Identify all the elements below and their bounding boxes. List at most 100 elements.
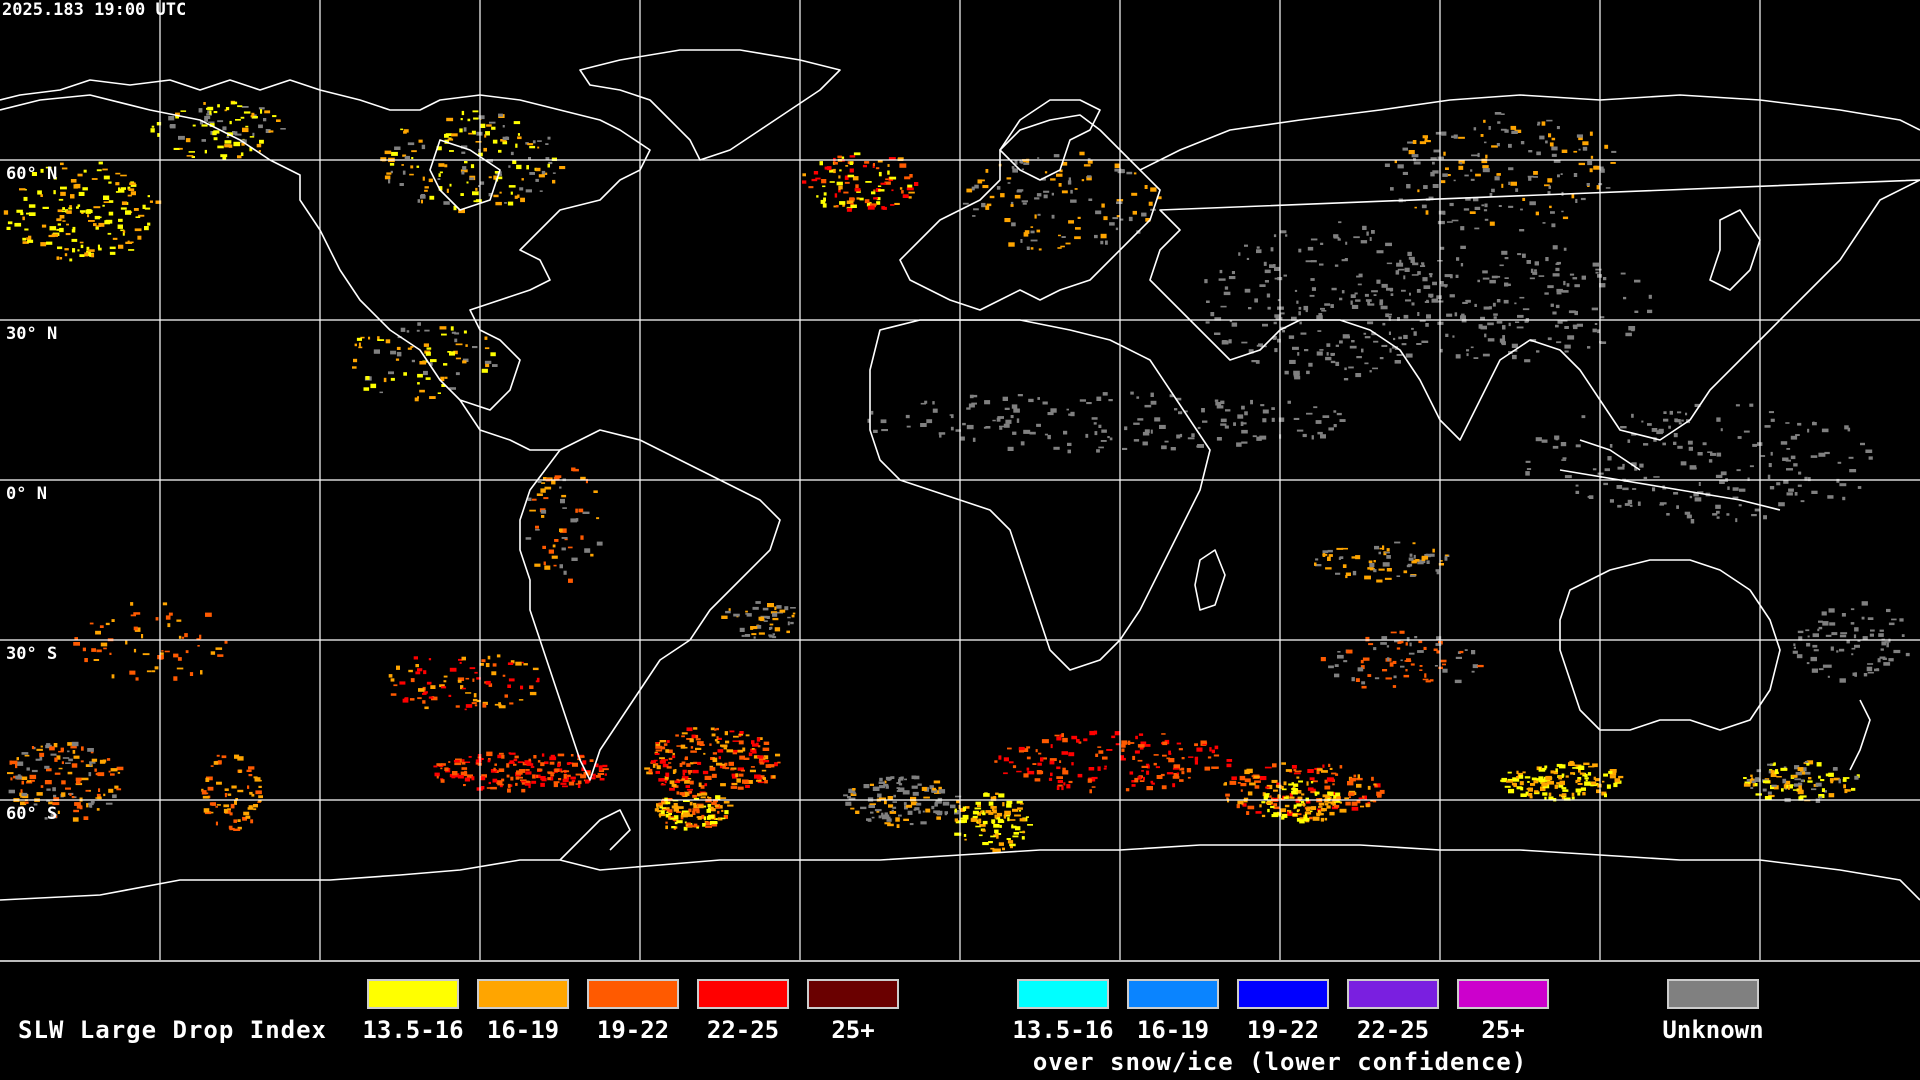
slw-pixel	[562, 785, 568, 788]
slw-pixel	[217, 104, 220, 108]
slw-pixel	[1725, 478, 1728, 481]
slw-pixel	[1489, 279, 1496, 284]
slw-pixel	[1770, 785, 1776, 790]
slw-pixel	[1006, 803, 1012, 808]
slw-pixel	[1301, 800, 1305, 804]
slw-pixel	[1061, 733, 1064, 738]
slw-pixel	[473, 117, 479, 120]
slw-pixel	[422, 176, 425, 181]
slw-pixel	[95, 630, 101, 635]
slw-pixel	[652, 763, 656, 768]
slw-pixel	[1429, 273, 1433, 278]
slw-pixel	[1376, 279, 1381, 284]
slw-pixel	[31, 746, 35, 750]
slw-pixel	[673, 815, 679, 820]
slw-pixel	[1601, 791, 1607, 796]
world-map	[0, 0, 1920, 960]
slw-pixel	[368, 336, 371, 340]
slw-pixel	[1716, 516, 1720, 519]
slw-pixel	[1166, 772, 1174, 775]
slw-pixel	[443, 675, 448, 678]
slw-pixel	[1012, 835, 1019, 838]
slw-pixel	[1324, 785, 1331, 790]
slw-pixel	[671, 755, 676, 759]
slw-pixel	[87, 748, 94, 752]
slw-pixel	[443, 201, 450, 205]
slw-pixel	[1720, 428, 1723, 432]
slw-pixel	[730, 768, 735, 771]
slw-pixel	[110, 773, 115, 776]
slw-pixel	[1214, 317, 1222, 321]
slw-pixel	[532, 774, 536, 779]
slw-pixel	[72, 226, 76, 230]
slw-pixel	[721, 744, 728, 748]
slw-pixel	[548, 772, 554, 775]
slw-pixel	[417, 382, 420, 385]
slw-pixel	[550, 776, 554, 781]
slw-pixel	[1058, 234, 1061, 237]
slw-pixel	[508, 165, 511, 168]
slw-pixel	[660, 746, 666, 750]
slw-pixel	[1798, 782, 1803, 786]
slw-pixel	[1798, 636, 1803, 641]
slw-pixel	[1421, 262, 1425, 265]
slw-pixel	[547, 163, 550, 168]
slw-pixel	[417, 322, 421, 326]
slw-pixel	[1047, 434, 1051, 440]
slw-pixel	[22, 237, 26, 241]
slw-pixel	[40, 168, 44, 173]
slw-pixel	[902, 790, 910, 795]
slw-pixel	[510, 191, 513, 195]
slw-pixel	[1291, 765, 1297, 769]
slw-pixel	[1316, 768, 1323, 771]
swatch-snow-1	[1017, 979, 1109, 1009]
slw-pixel	[1604, 793, 1607, 798]
slw-pixel	[1770, 418, 1775, 422]
slw-pixel	[1328, 763, 1331, 767]
slw-pixel	[121, 201, 128, 205]
slw-pixel	[1010, 201, 1014, 207]
slw-pixel	[1508, 322, 1511, 327]
slw-pixel	[1293, 370, 1300, 375]
slw-pixel	[109, 246, 116, 250]
slw-pixel	[231, 785, 237, 789]
slw-pixel	[1843, 784, 1846, 789]
slw-pixel	[898, 778, 901, 784]
slw-pixel	[1833, 767, 1838, 771]
slw-pixel	[838, 189, 841, 193]
slw-pixel	[1747, 781, 1751, 784]
slw-pixel	[674, 822, 678, 825]
slw-pixel	[1581, 415, 1586, 419]
slw-pixel	[1049, 758, 1057, 761]
slw-pixel	[1781, 788, 1784, 792]
slw-pixel	[848, 797, 856, 801]
slw-pixel	[1321, 310, 1327, 312]
slw-pixel	[1786, 492, 1793, 496]
slw-pixel	[389, 163, 395, 166]
slw-pixel	[908, 191, 915, 194]
slw-pixel	[1400, 665, 1405, 668]
slw-pixel	[1068, 220, 1074, 224]
slw-pixel	[1050, 772, 1053, 777]
slw-pixel	[71, 763, 78, 768]
slw-pixel	[1083, 164, 1091, 167]
slw-pixel	[1465, 197, 1471, 201]
slw-pixel	[1588, 495, 1594, 499]
slw-pixel	[1417, 650, 1424, 653]
slw-pixel	[662, 763, 669, 768]
slw-pixel	[496, 780, 503, 785]
swatch-label-snow-4: 22-25	[1356, 1016, 1430, 1044]
slw-pixel	[515, 776, 520, 780]
slw-pixel	[1220, 423, 1227, 426]
slw-pixel	[1716, 417, 1721, 422]
slw-pixel	[1028, 398, 1034, 403]
slw-pixel	[429, 362, 433, 366]
slw-pixel	[1438, 210, 1446, 215]
slw-pixel	[1067, 180, 1072, 185]
slw-pixel	[1162, 741, 1168, 746]
slw-pixel	[1019, 810, 1022, 812]
slw-pixel	[971, 186, 975, 191]
swatch-label-standard-4: 22-25	[706, 1016, 780, 1044]
slw-pixel	[1037, 762, 1042, 766]
slw-pixel	[1899, 618, 1904, 622]
